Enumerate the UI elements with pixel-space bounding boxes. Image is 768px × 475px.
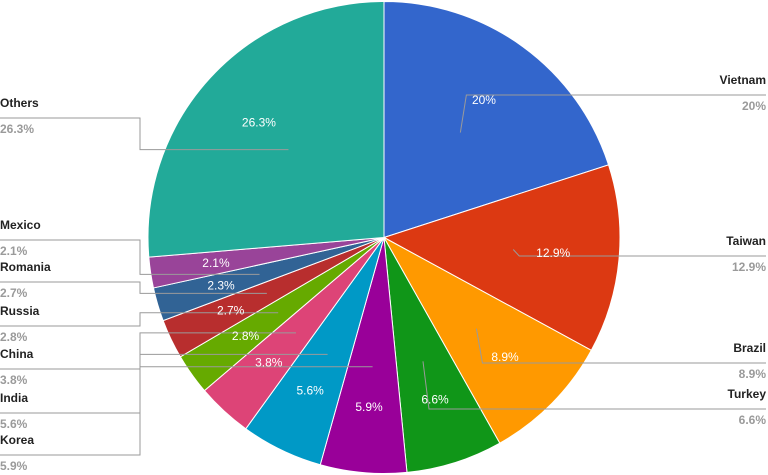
legend-name-korea: Korea	[0, 433, 34, 447]
pie-slice-brazil	[382, 236, 592, 444]
slice-label-korea: 5.9%	[355, 400, 383, 414]
legend-name-taiwan: Taiwan	[726, 234, 766, 248]
slice-label-india: 5.6%	[296, 384, 324, 398]
leader-line-taiwan	[512, 249, 766, 257]
slice-label-mexico: 2.3%	[207, 279, 235, 293]
slice-labels: 20% 12.9% 8.9% 6.6% 5.9% 5.6% 3.8% 2.8% 2.7% 2.3%…	[202, 93, 570, 414]
legend-name-russia: Russia	[0, 304, 40, 318]
legend-name-mexico: Mexico	[0, 218, 41, 232]
slice-label-romania: 2.7%	[217, 304, 245, 318]
legend-name-others: Others	[0, 96, 39, 110]
slice-label-vietnam: 20%	[472, 93, 496, 107]
leader-line-mexico	[0, 239, 260, 275]
legend-value-turkey: 6.6%	[739, 413, 767, 427]
legend-name-brazil: Brazil	[733, 341, 766, 355]
legend-value-taiwan: 12.9%	[732, 260, 766, 274]
legend-name-china: China	[0, 347, 34, 361]
legend-value-china: 3.8%	[0, 373, 28, 387]
leader-line-turkey	[422, 361, 766, 410]
pie-slice-vietnam	[383, 0, 610, 239]
pie-slices	[147, 0, 621, 474]
leader-line-russia	[0, 312, 279, 327]
pie-slice-taiwan	[382, 164, 621, 351]
legend-value-vietnam: 20%	[742, 99, 766, 113]
legend-value-korea: 5.9%	[0, 459, 28, 473]
legend-value-russia: 2.8%	[0, 330, 28, 344]
leader-line-india	[0, 353, 328, 414]
leader-line-others	[0, 117, 289, 151]
legend-value-india: 5.6%	[0, 417, 28, 431]
slice-label-others: 26.3%	[242, 115, 276, 129]
leader-lines	[0, 94, 766, 456]
pie-slice-others	[147, 0, 385, 258]
legend-value-mexico: 2.1%	[0, 244, 28, 258]
legend-value-others: 26.3%	[0, 122, 34, 136]
leader-line-brazil	[475, 328, 766, 364]
slice-label-brazil: 8.9%	[491, 350, 519, 364]
leader-line-vietnam	[459, 94, 766, 133]
legend-value-romania: 2.7%	[0, 286, 28, 300]
slice-label-taiwan: 12.9%	[536, 246, 570, 260]
slice-label-slice-10: 2.1%	[202, 256, 230, 270]
legend-name-india: India	[0, 391, 28, 405]
slice-label-turkey: 6.6%	[421, 393, 449, 407]
legend-name-vietnam: Vietnam	[720, 73, 766, 87]
leader-line-china	[0, 332, 296, 370]
legend-value-brazil: 8.9%	[739, 367, 767, 381]
legend: Vietnam 20% Taiwan 12.9% Brazil 8.9% Turkey 6.6…	[0, 73, 766, 473]
leader-line-romania	[0, 281, 267, 294]
legend-name-romania: Romania	[0, 260, 51, 274]
legend-name-turkey: Turkey	[728, 387, 767, 401]
slice-label-china: 3.8%	[255, 355, 283, 369]
slice-label-russia: 2.8%	[232, 329, 260, 343]
